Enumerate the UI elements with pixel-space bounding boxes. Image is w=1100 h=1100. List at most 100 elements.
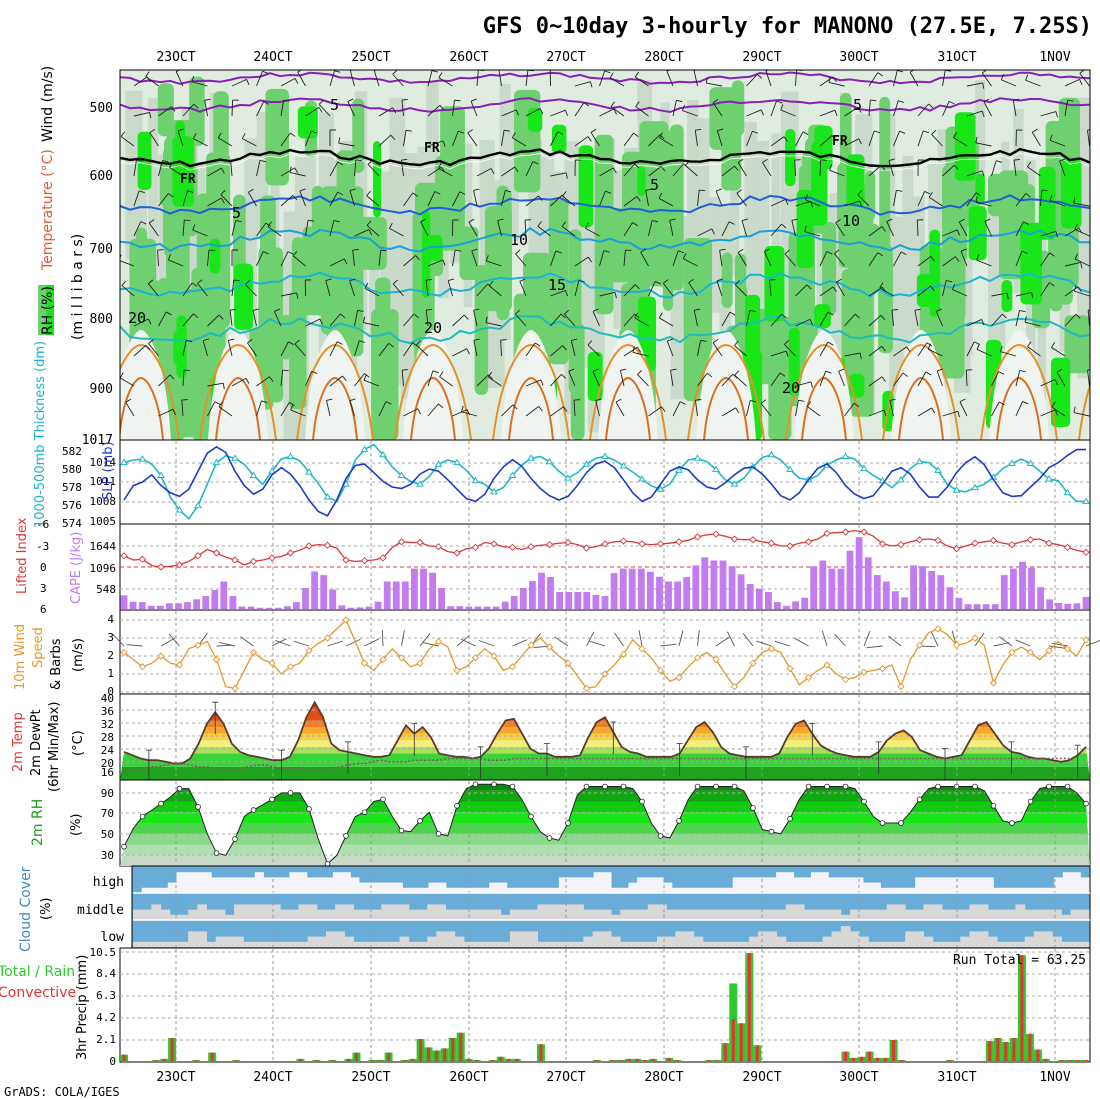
upper-air-panel: 5 5 FR FR FR 5 5 10 10 15 20 20 20 500 6… bbox=[38, 66, 1091, 448]
data-point bbox=[176, 785, 183, 792]
wind-barb-flag bbox=[835, 218, 841, 224]
cloud-block-middle bbox=[224, 914, 235, 920]
cloud-block-high bbox=[923, 877, 934, 893]
wind-barb-flag bbox=[562, 345, 567, 351]
wind-barb bbox=[966, 341, 975, 357]
wind-barb bbox=[715, 190, 723, 207]
temp-band bbox=[120, 720, 1090, 728]
date-tick-bottom: 25OCT bbox=[351, 1070, 390, 1085]
precip-tick: 6.3 bbox=[96, 989, 116, 1002]
wind-barb bbox=[158, 311, 167, 327]
wind-barb-flag bbox=[338, 137, 341, 144]
cloud-block-high bbox=[837, 877, 847, 893]
data-point bbox=[157, 563, 165, 571]
cloud-block-middle bbox=[997, 909, 1007, 920]
wind-barb bbox=[347, 101, 355, 117]
data-point bbox=[897, 540, 905, 549]
wind-barb bbox=[471, 250, 478, 267]
wind-barb bbox=[452, 100, 455, 117]
wind-barb bbox=[868, 286, 883, 297]
cape-bar bbox=[447, 606, 455, 609]
cloud-block-high bbox=[758, 877, 768, 893]
wind-barb bbox=[966, 82, 983, 87]
cape-bar bbox=[374, 601, 382, 609]
data-point bbox=[545, 457, 554, 465]
data-point bbox=[583, 783, 590, 790]
rh-shade bbox=[496, 185, 510, 321]
wind-barb bbox=[1064, 261, 1081, 267]
wind-barb bbox=[1064, 313, 1077, 327]
wind-barb-flag bbox=[752, 130, 759, 134]
cloud-block-low bbox=[528, 931, 538, 947]
wind-barb-flag bbox=[389, 222, 393, 229]
data-point bbox=[971, 634, 979, 642]
wind-barb bbox=[791, 220, 796, 237]
precip-convective-bar bbox=[1020, 955, 1024, 1061]
wind-barb bbox=[473, 310, 478, 327]
data-point bbox=[380, 796, 386, 803]
wind-barb bbox=[242, 138, 257, 147]
cloud-block-low bbox=[344, 936, 355, 947]
wind-barb-flag bbox=[764, 248, 771, 252]
cloud-block-middle bbox=[418, 909, 428, 920]
wind-barb bbox=[182, 220, 185, 237]
wind-barb bbox=[942, 101, 950, 117]
date-tick-top: 25OCT bbox=[351, 50, 390, 65]
temperature-contour-warm bbox=[980, 343, 1058, 440]
wind-barb-flag bbox=[888, 158, 895, 162]
slp-series bbox=[123, 445, 1086, 517]
wind-barb bbox=[550, 373, 562, 387]
rh-shade bbox=[1001, 279, 1013, 313]
cloud-block-low bbox=[675, 931, 685, 947]
wind-barb-flag bbox=[750, 399, 757, 403]
wind-barb-flag bbox=[1087, 129, 1090, 131]
wind-barb-flag bbox=[294, 78, 299, 84]
wind-barb-flag bbox=[930, 285, 935, 291]
wind-barb bbox=[501, 109, 517, 117]
wind-barb bbox=[697, 340, 702, 357]
wind-barb bbox=[1015, 639, 1031, 647]
wind-barb bbox=[784, 253, 796, 267]
wind-barb bbox=[345, 638, 361, 647]
data-point bbox=[250, 807, 257, 813]
data-point bbox=[158, 800, 164, 807]
wind-barb bbox=[1074, 258, 1090, 267]
cloud-block-high bbox=[506, 887, 516, 893]
wind-barb bbox=[599, 291, 616, 297]
rh-shade bbox=[864, 170, 876, 221]
date-tick-bottom: 24OCT bbox=[253, 1070, 292, 1085]
precip-convective-bar bbox=[1036, 1049, 1040, 1061]
precip-convective-bar bbox=[651, 1058, 655, 1061]
cloud-block-middle bbox=[886, 904, 897, 920]
data-point bbox=[268, 467, 276, 474]
cloud-block-high bbox=[167, 882, 177, 893]
data-point bbox=[601, 540, 609, 548]
wind-barb-flag bbox=[415, 255, 420, 261]
wind-barb bbox=[794, 637, 809, 647]
wind-barb bbox=[231, 220, 237, 237]
wind-barb-flag bbox=[563, 406, 568, 412]
wind-barb-flag bbox=[974, 341, 980, 345]
precip-grid bbox=[120, 949, 1090, 1061]
wind-barb bbox=[928, 196, 943, 207]
wind-barb bbox=[280, 167, 296, 177]
wind-barb-flag bbox=[392, 70, 398, 75]
rh-shade bbox=[423, 235, 443, 262]
cloud-block-low bbox=[1015, 941, 1026, 947]
cape-bar bbox=[710, 560, 718, 609]
lifted-index-label: Lifted Index bbox=[15, 517, 30, 594]
wind-barb-flag bbox=[955, 256, 960, 262]
cloud-block-middle bbox=[316, 909, 327, 920]
wind-barb bbox=[354, 340, 360, 357]
date-tick-bottom: 30OCT bbox=[839, 1070, 878, 1085]
wind-barb-flag bbox=[136, 159, 143, 162]
cloud-block-middle bbox=[261, 904, 272, 920]
pressure-unit-label: (m i l l i b a r s) bbox=[70, 234, 86, 340]
wind-barb-flag bbox=[336, 341, 343, 345]
precip-convective-bar bbox=[347, 1058, 350, 1061]
cape-bar bbox=[265, 607, 273, 609]
cloud-block-low bbox=[758, 931, 768, 947]
wind-barb bbox=[688, 282, 698, 297]
temperature-contour-warm bbox=[199, 343, 277, 440]
wind-barb bbox=[177, 130, 184, 147]
